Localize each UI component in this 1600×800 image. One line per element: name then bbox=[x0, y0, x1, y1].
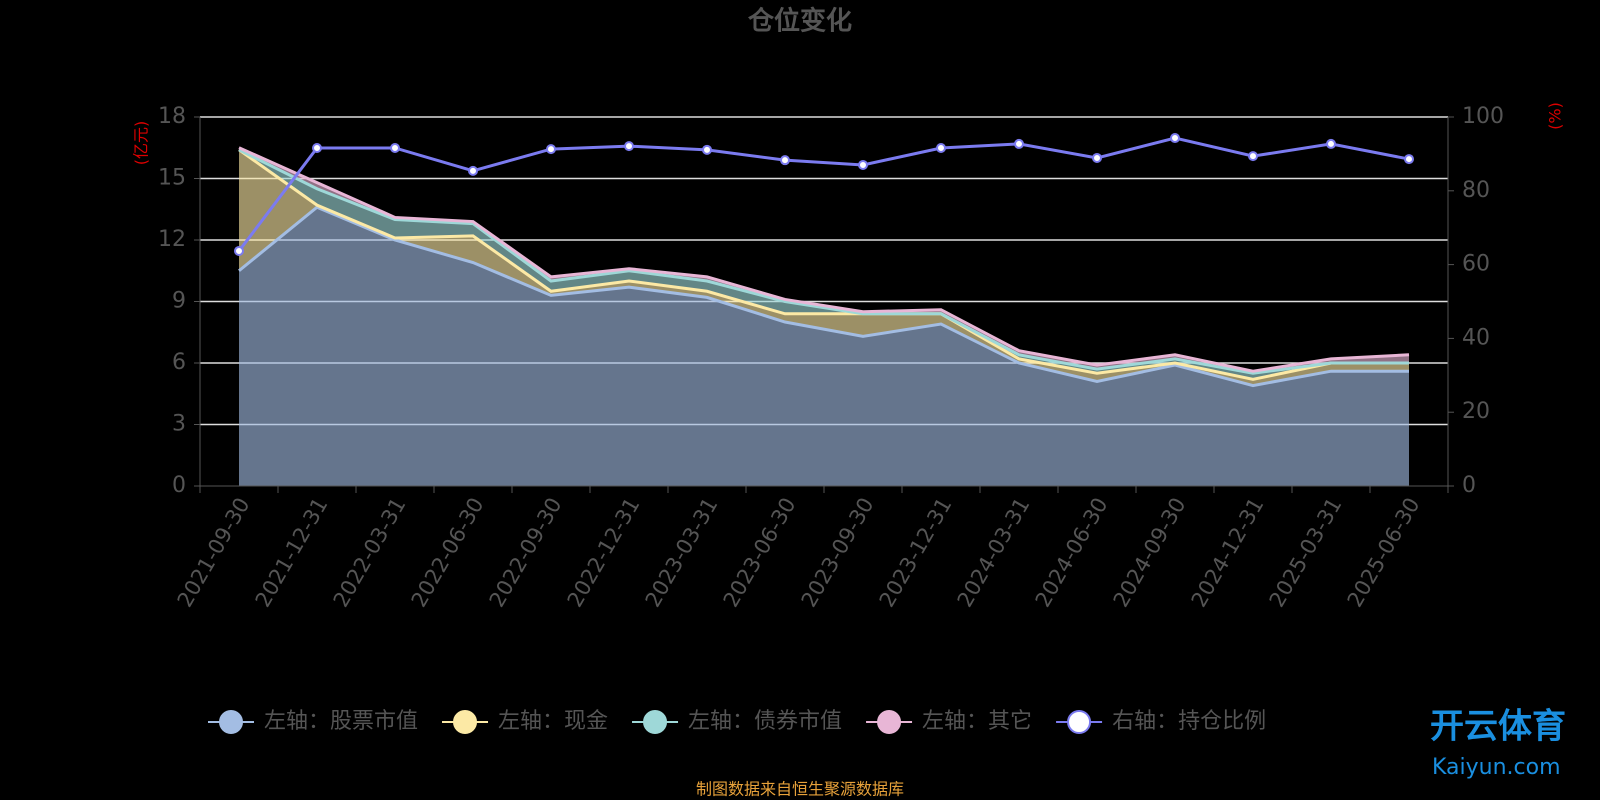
y-tick-label: 9 bbox=[172, 289, 186, 314]
x-tick-label: 2024-09-30 bbox=[1109, 494, 1191, 612]
ratio-point bbox=[1092, 152, 1102, 163]
x-tick-label: 2022-06-30 bbox=[407, 494, 489, 612]
plot bbox=[200, 116, 1448, 486]
legend-symbol bbox=[643, 710, 668, 734]
x-tick-label: 2022-12-31 bbox=[563, 494, 645, 612]
y-tick-label: 0 bbox=[172, 473, 186, 498]
ratio-point bbox=[1248, 151, 1258, 162]
ratio-point bbox=[546, 144, 556, 155]
legend-label: 左轴：股票市值 bbox=[264, 709, 418, 734]
x-tick-label: 2022-03-31 bbox=[329, 494, 411, 612]
y-tick-label: 6 bbox=[172, 350, 186, 375]
x-tick-label: 2024-12-31 bbox=[1187, 494, 1269, 612]
y-axis-label: (亿元) bbox=[132, 121, 151, 166]
legend-symbol bbox=[453, 710, 478, 734]
chart-title: 仓位变化 bbox=[747, 6, 852, 37]
area-edge bbox=[238, 205, 1409, 388]
x-tick-label: 2025-06-30 bbox=[1343, 494, 1425, 612]
legend-label: 右轴：持仓比例 bbox=[1112, 709, 1266, 734]
ratio-point bbox=[702, 144, 712, 155]
y2-tick-label: 20 bbox=[1462, 399, 1490, 424]
x-tick-label: 2023-09-30 bbox=[797, 494, 879, 612]
ratio-point bbox=[936, 142, 946, 153]
source-note: 制图数据来自恒生聚源数据库 bbox=[696, 780, 904, 799]
x-tick-label: 2022-09-30 bbox=[485, 494, 567, 612]
x-tick-label: 2024-03-31 bbox=[953, 494, 1035, 612]
legend-label: 左轴：其它 bbox=[922, 709, 1032, 734]
ratio-point bbox=[468, 165, 478, 176]
y2-tick-label: 60 bbox=[1462, 252, 1490, 277]
y2-tick-label: 40 bbox=[1462, 325, 1490, 350]
legend-label: 左轴：现金 bbox=[498, 709, 608, 734]
y-tick-label: 18 bbox=[158, 104, 186, 129]
ratio-point bbox=[390, 142, 400, 153]
ratio-point bbox=[858, 159, 868, 170]
x-tick-label: 2025-03-31 bbox=[1265, 494, 1347, 612]
ratio-point bbox=[624, 141, 634, 152]
x-tick-label: 2024-06-30 bbox=[1031, 494, 1113, 612]
ratio-point bbox=[1170, 133, 1180, 144]
x-tick-label: 2023-03-31 bbox=[641, 494, 723, 612]
ratio-point bbox=[780, 155, 790, 166]
legend-symbol bbox=[877, 710, 902, 734]
x-tick-label: 2021-09-30 bbox=[173, 494, 255, 612]
legend-symbol bbox=[1067, 710, 1092, 734]
y-tick-label: 15 bbox=[158, 166, 186, 191]
watermark-subtitle: Kaiyun.com bbox=[1432, 755, 1561, 780]
x-tick-label: 2023-12-31 bbox=[875, 494, 957, 612]
x-tick-label: 2023-06-30 bbox=[719, 494, 801, 612]
y2-tick-label: 0 bbox=[1462, 473, 1476, 498]
ratio-point bbox=[1326, 138, 1336, 149]
ratio-point bbox=[1404, 154, 1414, 165]
y-tick-label: 3 bbox=[172, 412, 186, 437]
y2-axis-label: (%) bbox=[1546, 102, 1565, 130]
legend-symbol bbox=[219, 710, 243, 734]
stacked-area bbox=[239, 207, 1409, 486]
legend-label: 左轴：债券市值 bbox=[688, 709, 842, 734]
area-edge bbox=[238, 148, 1409, 375]
ratio-line bbox=[237, 136, 1410, 252]
ratio-point bbox=[1014, 138, 1024, 149]
watermark-title: 开云体育 bbox=[1430, 707, 1566, 747]
area-edge bbox=[238, 148, 1409, 381]
ratio-point bbox=[312, 142, 322, 153]
ratio-point bbox=[234, 245, 244, 256]
y2-tick-label: 100 bbox=[1462, 104, 1504, 129]
y2-tick-label: 80 bbox=[1462, 178, 1490, 203]
x-tick-label: 2021-12-31 bbox=[251, 494, 333, 612]
area-edge bbox=[238, 146, 1410, 373]
y-tick-label: 12 bbox=[158, 227, 186, 252]
